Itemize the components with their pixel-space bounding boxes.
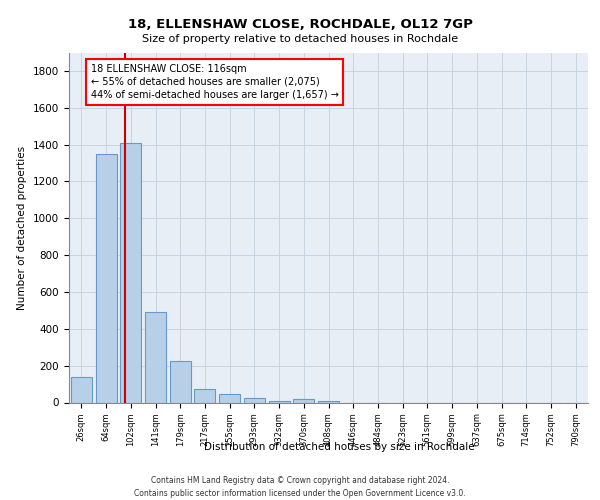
Bar [145,312,166,402]
Text: Size of property relative to detached houses in Rochdale: Size of property relative to detached ho… [142,34,458,44]
Bar [71,378,92,402]
Bar [194,388,215,402]
Y-axis label: Number of detached properties: Number of detached properties [17,146,28,310]
Bar [244,398,265,402]
Text: Distribution of detached houses by size in Rochdale: Distribution of detached houses by size … [203,442,475,452]
Bar [219,394,240,402]
Bar [95,154,116,402]
Bar [293,399,314,402]
Bar [120,143,141,403]
Bar [269,400,290,402]
Text: 18, ELLENSHAW CLOSE, ROCHDALE, OL12 7GP: 18, ELLENSHAW CLOSE, ROCHDALE, OL12 7GP [128,18,472,30]
Bar [170,361,191,403]
Text: Contains HM Land Registry data © Crown copyright and database right 2024.
Contai: Contains HM Land Registry data © Crown c… [134,476,466,498]
Bar [318,400,339,402]
Text: 18 ELLENSHAW CLOSE: 116sqm
← 55% of detached houses are smaller (2,075)
44% of s: 18 ELLENSHAW CLOSE: 116sqm ← 55% of deta… [91,64,338,100]
